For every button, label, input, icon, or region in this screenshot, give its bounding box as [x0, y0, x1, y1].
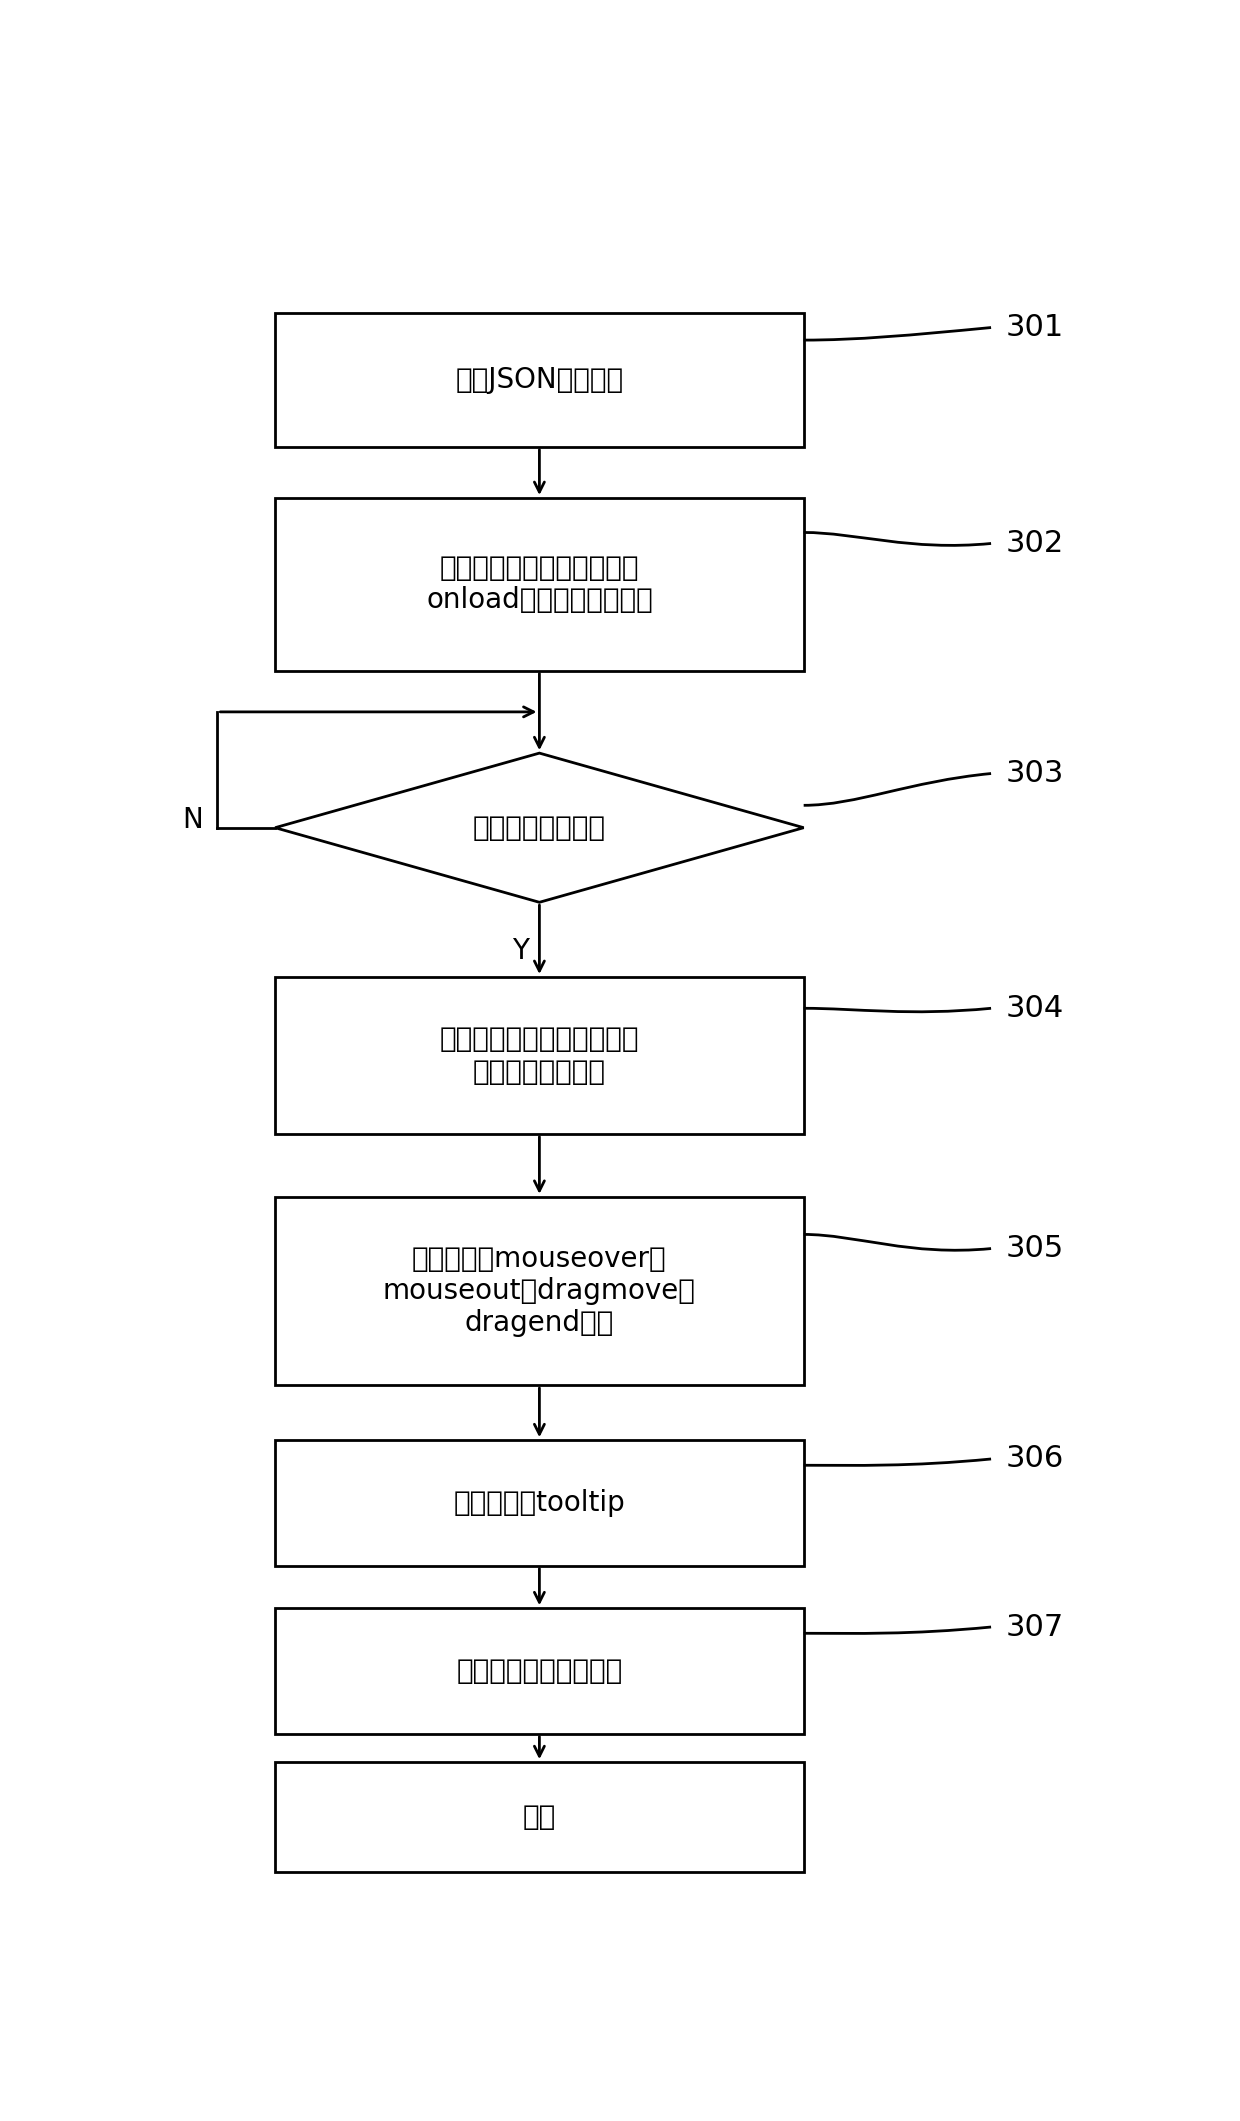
- Text: 设置节点的tooltip: 设置节点的tooltip: [454, 1489, 625, 1517]
- Text: 获取节点数据，为节点图片
onload事件注册回调函数: 获取节点数据，为节点图片 onload事件注册回调函数: [427, 554, 652, 615]
- Text: Y: Y: [512, 937, 528, 965]
- Text: 304: 304: [1006, 995, 1064, 1022]
- Bar: [275, 1440, 804, 1565]
- Text: 完毕: 完毕: [523, 1803, 556, 1830]
- Polygon shape: [275, 753, 804, 901]
- Bar: [275, 314, 804, 448]
- Text: 305: 305: [1006, 1234, 1064, 1262]
- Text: 302: 302: [1006, 528, 1064, 558]
- Bar: [275, 978, 804, 1135]
- Text: 解析JSON拓扑数据: 解析JSON拓扑数据: [455, 367, 624, 395]
- Text: 把节点添加到节点层中: 把节点添加到节点层中: [456, 1657, 622, 1684]
- Text: N: N: [182, 806, 203, 834]
- Text: 307: 307: [1006, 1612, 1064, 1642]
- Text: 301: 301: [1006, 314, 1064, 341]
- Text: 图片是否加载完？: 图片是否加载完？: [472, 814, 606, 842]
- Bar: [275, 1763, 804, 1873]
- Bar: [275, 1196, 804, 1385]
- Text: 303: 303: [1006, 759, 1064, 789]
- Text: 在节点层上画出网络节点，
并设置节点可拖动: 在节点层上画出网络节点， 并设置节点可拖动: [440, 1024, 639, 1086]
- Text: 为节点注册mouseover、
mouseout、dragmove和
dragend事件: 为节点注册mouseover、 mouseout、dragmove和 drage…: [383, 1245, 696, 1338]
- Bar: [275, 498, 804, 670]
- Text: 306: 306: [1006, 1444, 1064, 1474]
- Bar: [275, 1608, 804, 1733]
